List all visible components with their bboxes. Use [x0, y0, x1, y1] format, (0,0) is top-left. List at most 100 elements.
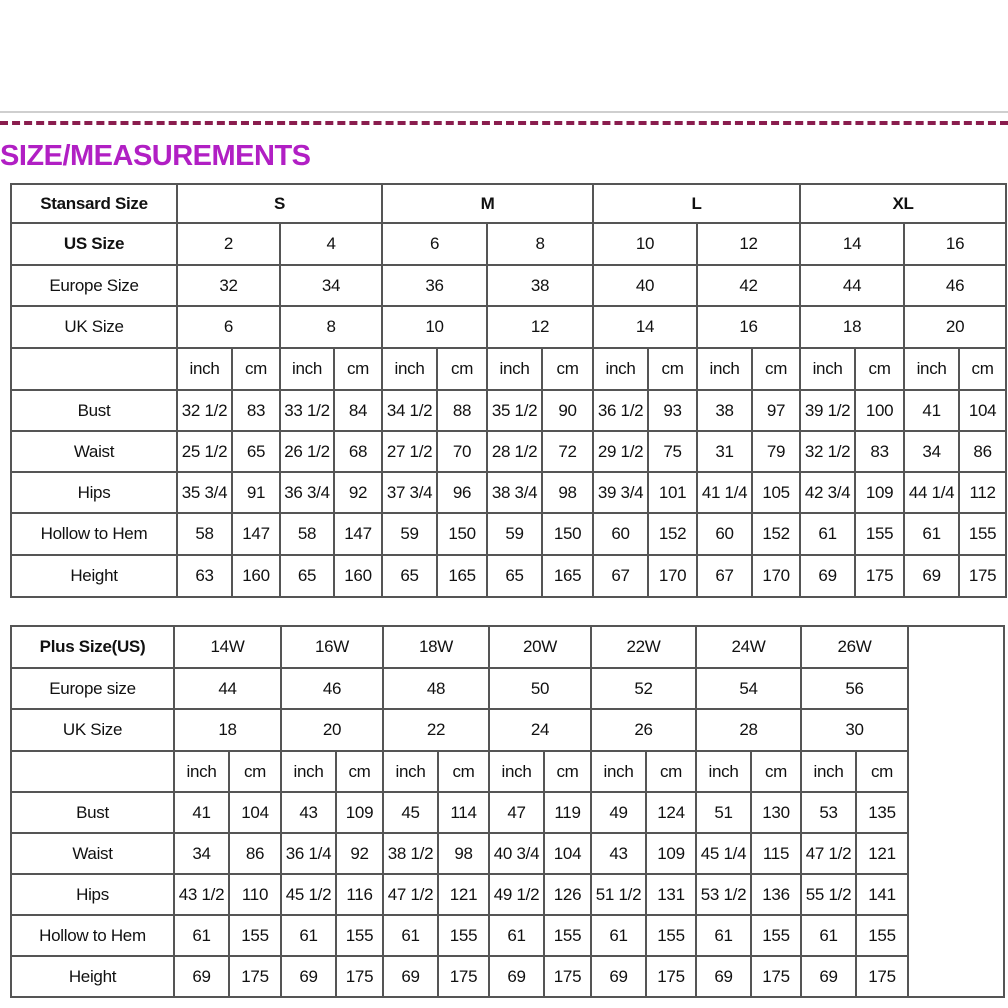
row-label: Hips	[10, 873, 175, 916]
inch-value: 69	[488, 955, 545, 998]
inch-value: 26 1/2	[279, 430, 335, 473]
unit-inch: inch	[382, 750, 439, 793]
cm-value: 92	[335, 832, 384, 875]
inch-value: 38	[696, 389, 754, 432]
europe-size-cell: 54	[695, 667, 802, 710]
cm-value: 109	[854, 471, 906, 514]
cm-value: 84	[332, 389, 384, 432]
cm-value: 130	[750, 791, 802, 834]
cm-value: 170	[751, 554, 802, 598]
inch-value: 67	[592, 554, 650, 598]
cm-value: 175	[228, 955, 282, 998]
uk-size-cell: 26	[590, 708, 697, 752]
us-size-cell: 4	[278, 222, 384, 266]
europe-size-cell: 44	[173, 667, 282, 710]
cm-value: 175	[958, 554, 1008, 598]
inch-value: 69	[800, 955, 857, 998]
cm-value: 79	[751, 430, 802, 473]
us-size-cell: 2	[176, 222, 281, 266]
inch-value: 29 1/2	[592, 430, 650, 473]
unit-inch: inch	[590, 750, 647, 793]
plus-size-table: Plus Size(US) 14W 16W 18W 20W 22W 24W 26W Europe…	[10, 625, 1005, 998]
inch-value: 61	[590, 914, 647, 957]
uk-size-cell: 12	[486, 305, 595, 349]
inch-value: 31	[696, 430, 754, 473]
cm-value: 110	[228, 873, 282, 916]
unit-cm: cm	[854, 347, 906, 391]
cm-value: 175	[437, 955, 490, 998]
inch-value: 33 1/2	[279, 389, 335, 432]
uk-size-cell: 20	[280, 708, 384, 752]
measurement-row: Waist 34 86 36 1/4 92 38 1/2 98 40 3/4 104 43 109 4…	[10, 832, 1004, 875]
row-label: UK Size	[10, 305, 178, 349]
cm-value: 92	[332, 471, 384, 514]
cm-value: 104	[958, 389, 1008, 432]
cm-value: 170	[647, 554, 699, 598]
cm-value: 121	[437, 873, 490, 916]
unit-inch: inch	[903, 347, 961, 391]
cm-value: 116	[335, 873, 384, 916]
uk-size-row: UK Size 6 8 10 12 14 16 18 20	[10, 305, 1008, 349]
us-size-cell: 12	[696, 222, 802, 266]
cm-value: 160	[332, 554, 384, 598]
cm-value: 175	[750, 955, 802, 998]
measurement-row: Hollow to Hem 58 147 58 147 59 150 59 150 60 152 60…	[10, 512, 1008, 556]
cm-value: 165	[436, 554, 489, 598]
header-label: Stansard Size	[10, 183, 178, 224]
cm-value: 96	[436, 471, 489, 514]
europe-size-cell: 40	[592, 264, 699, 307]
cm-value: 155	[855, 914, 909, 957]
unit-inch: inch	[695, 750, 752, 793]
plus-size-cell: 22W	[590, 625, 697, 669]
cm-value: 150	[541, 512, 595, 556]
measurement-row: Height 63 160 65 160 65 165 65 165 67 170 67 170 69 17…	[10, 554, 1008, 598]
cm-value: 175	[543, 955, 592, 998]
cm-value: 150	[436, 512, 489, 556]
us-size-row: US Size 2 4 6 8 10 12 14 16	[10, 222, 1008, 266]
inch-value: 36 3/4	[279, 471, 335, 514]
header-row: Stansard Size S M L XL	[10, 183, 1008, 224]
unit-cm: cm	[436, 347, 489, 391]
standard-size-table: Stansard Size S M L XL US Size 2 4 6 8 10 12 14 16 Eur…	[10, 183, 1008, 598]
cm-value: 109	[335, 791, 384, 834]
cm-value: 83	[231, 389, 281, 432]
europe-size-cell: 48	[382, 667, 490, 710]
inch-value: 35 1/2	[486, 389, 544, 432]
inch-value: 61	[280, 914, 337, 957]
inch-value: 34	[173, 832, 230, 875]
cm-value: 98	[541, 471, 595, 514]
unit-cm: cm	[855, 750, 909, 793]
unit-row: inch cm inch cm inch cm inch cm inch cm inch cm inch…	[10, 347, 1008, 391]
inch-value: 67	[696, 554, 754, 598]
inch-value: 43 1/2	[173, 873, 230, 916]
cm-value: 155	[750, 914, 802, 957]
empty-cell	[10, 750, 175, 793]
inch-value: 47	[488, 791, 545, 834]
unit-cm: cm	[647, 347, 699, 391]
inch-value: 61	[488, 914, 545, 957]
plus-size-cell: 24W	[695, 625, 802, 669]
uk-size-row: UK Size 18 20 22 24 26 28 30	[10, 708, 1004, 752]
cm-value: 86	[958, 430, 1008, 473]
us-size-cell: 14	[799, 222, 906, 266]
unit-inch: inch	[486, 347, 544, 391]
dashed-divider	[0, 121, 1008, 125]
inch-value: 44 1/4	[903, 471, 961, 514]
us-size-cell: 8	[486, 222, 595, 266]
cm-value: 88	[436, 389, 489, 432]
inch-value: 27 1/2	[381, 430, 439, 473]
plus-size-cell: 20W	[488, 625, 592, 669]
uk-size-cell: 18	[173, 708, 282, 752]
inch-value: 59	[381, 512, 439, 556]
size-group-header: S	[175, 183, 384, 224]
measurement-row: Height 69 175 69 175 69 175 69 175 69 175 69 175 69 17…	[10, 955, 1004, 998]
header-row: Plus Size(US) 14W 16W 18W 20W 22W 24W 26W	[10, 625, 1005, 998]
inch-value: 65	[381, 554, 439, 598]
row-label: Hollow to Hem	[10, 512, 178, 556]
cm-value: 70	[436, 430, 489, 473]
us-size-cell: 10	[592, 222, 699, 266]
size-group-header: XL	[799, 183, 1008, 224]
unit-cm: cm	[645, 750, 697, 793]
cm-value: 155	[437, 914, 490, 957]
cm-value: 101	[647, 471, 699, 514]
